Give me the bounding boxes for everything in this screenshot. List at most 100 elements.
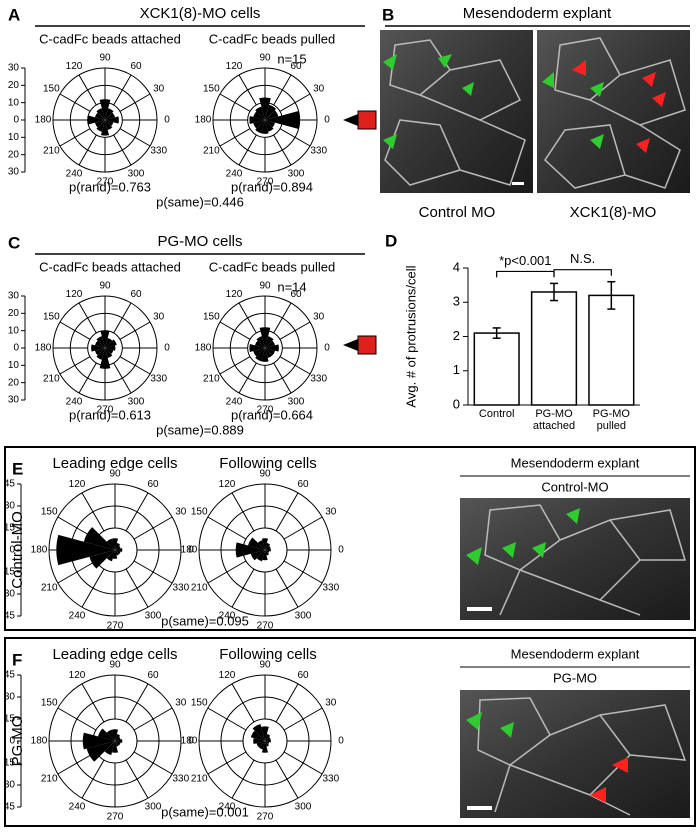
wedge (261, 741, 269, 753)
p-rand: p(rand)=0.894 (231, 179, 313, 194)
wedge (96, 108, 105, 120)
row-label: Control-MO (9, 511, 26, 589)
wedge (249, 115, 265, 125)
angle-label: 30 (175, 507, 187, 518)
wedge (261, 348, 269, 362)
spoke (125, 683, 149, 723)
spoke (238, 74, 257, 106)
angle-label: 180 (181, 545, 198, 556)
angle-label: 120 (66, 61, 83, 72)
arrowheads (383, 54, 666, 153)
spoke (279, 321, 311, 340)
angle-label: 60 (297, 479, 309, 490)
angle-label: 330 (172, 583, 189, 594)
wedge (261, 538, 269, 550)
angle-label: 90 (109, 469, 121, 480)
wedge (261, 120, 269, 134)
r-tick-label: 30 (4, 692, 16, 703)
r-tick-label: 20 (8, 377, 20, 388)
rose-subtitle: C-cadFc beads pulled (209, 31, 335, 46)
image-label: XCK1(8)-MO (570, 204, 657, 221)
wedge (86, 741, 115, 762)
rose-subtitle: Leading edge cells (52, 646, 177, 663)
angle-label: 30 (325, 507, 337, 518)
spoke (81, 759, 105, 799)
wedge (250, 730, 265, 741)
r-tick-label: 30 (8, 167, 20, 178)
angle-label: 90 (259, 281, 271, 292)
wedge (83, 527, 115, 550)
wedge (96, 348, 105, 360)
wedge (94, 120, 105, 128)
spoke (59, 356, 91, 375)
bar (588, 294, 635, 406)
spoke (279, 356, 311, 375)
angle-label: 180 (35, 343, 52, 354)
spoke (273, 362, 292, 394)
wedge (115, 741, 121, 746)
angle-label: 30 (313, 84, 325, 95)
spoke (231, 759, 255, 799)
panel-label: B (382, 5, 394, 24)
spoke (78, 362, 97, 394)
r-tick-label: 10 (8, 132, 20, 143)
spoke (275, 759, 299, 799)
spoke (207, 707, 247, 731)
spoke (81, 568, 105, 608)
wedge (265, 348, 276, 356)
wedge (265, 120, 274, 132)
cell-outlines (384, 37, 686, 189)
wedge (105, 348, 113, 359)
angle-label: 150 (43, 84, 60, 95)
angle-label: 60 (130, 61, 142, 72)
r-tick-label: 30 (8, 395, 20, 406)
wedge (265, 348, 273, 359)
wedge (106, 550, 115, 562)
angle-label: 30 (153, 84, 165, 95)
spoke (113, 302, 132, 334)
spoke (279, 93, 311, 112)
wedge (105, 108, 114, 120)
spoke (119, 128, 151, 147)
angle-label: 270 (257, 405, 274, 416)
wedge (259, 97, 271, 120)
spoke (133, 516, 173, 540)
spoke (207, 751, 247, 775)
spoke (283, 516, 323, 540)
spoke (59, 128, 91, 147)
angle-label: 330 (310, 146, 327, 157)
angle-label: 150 (191, 698, 208, 709)
angle-label: 240 (219, 801, 236, 812)
spoke (133, 560, 173, 584)
spoke (78, 302, 97, 334)
r-tick-label: 0 (9, 545, 15, 556)
angle-label: 0 (324, 343, 330, 354)
wedge (265, 733, 271, 741)
angle-label: 210 (203, 146, 220, 157)
bar (530, 291, 578, 406)
y-axis-label: Avg. # of protrusions/cell (403, 265, 418, 407)
spoke (133, 751, 173, 775)
wedge (265, 111, 300, 129)
angle-label: 60 (130, 289, 142, 300)
spoke (219, 321, 251, 340)
angle-label: 120 (219, 479, 236, 490)
wedge (265, 741, 270, 745)
wedge (115, 548, 123, 552)
panel-label: F (12, 650, 22, 669)
p-same: p(same)=0.001 (161, 804, 249, 819)
angle-label: 300 (288, 396, 305, 407)
angle-label: 270 (97, 177, 114, 188)
panel-title: PG-MO cells (157, 233, 242, 250)
scale-bar (467, 607, 492, 611)
bead-icon (343, 110, 377, 130)
panel-label: D (385, 231, 397, 250)
wedge (255, 348, 265, 362)
wedge (256, 550, 265, 562)
wedge (112, 550, 118, 559)
angle-label: 210 (41, 583, 58, 594)
wedge (256, 741, 265, 748)
panel-label: E (12, 459, 23, 478)
r-tick-label: 10 (8, 97, 20, 108)
spoke (219, 93, 251, 112)
